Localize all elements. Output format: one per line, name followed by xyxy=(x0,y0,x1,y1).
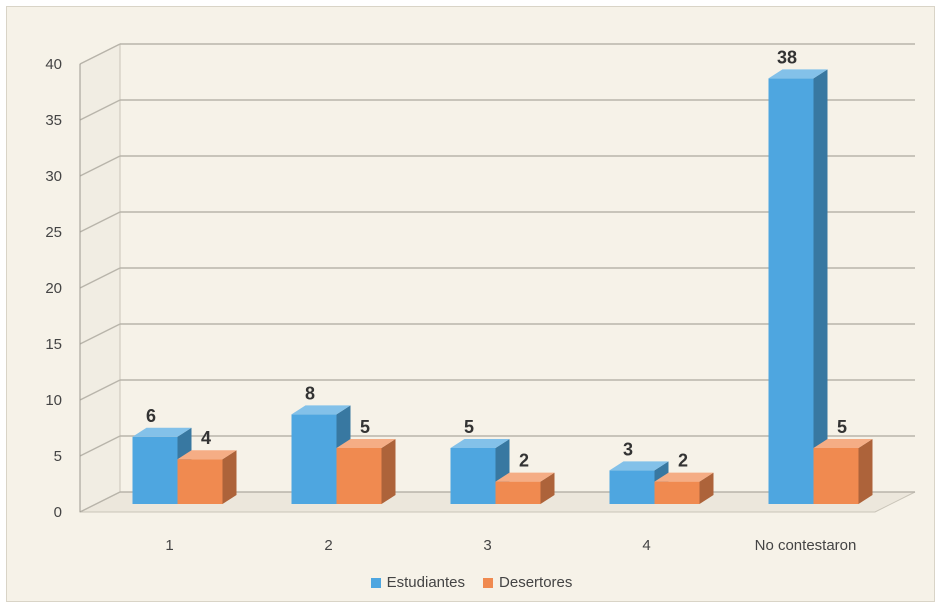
bar-top-estudiantes xyxy=(768,69,828,79)
data-label-estudiantes: 8 xyxy=(305,383,315,403)
x-tick-label: 2 xyxy=(324,537,332,554)
bar-front-desertores xyxy=(177,459,223,504)
bar-top-desertores xyxy=(813,439,873,448)
bar-top-estudiantes xyxy=(291,405,351,415)
bar-top-desertores xyxy=(336,439,396,448)
gridline-side xyxy=(79,43,121,65)
gridline-side xyxy=(79,155,121,177)
gridline-side xyxy=(79,267,121,289)
x-tick-label: 3 xyxy=(483,537,491,554)
y-tick-label: 5 xyxy=(54,448,62,465)
y-tick-label: 10 xyxy=(45,392,62,409)
bar-side-desertores xyxy=(540,472,555,504)
bar-front-desertores xyxy=(654,481,700,504)
legend-label-desertores: Desertores xyxy=(499,574,573,591)
data-label-desertores: 5 xyxy=(837,417,847,437)
bar-front-estudiantes xyxy=(768,78,814,505)
x-tick-label: 1 xyxy=(165,537,173,554)
gridline-side xyxy=(79,435,121,457)
bar-front-estudiantes xyxy=(291,414,337,504)
data-label-estudiantes: 6 xyxy=(146,406,156,426)
bar-front-desertores xyxy=(813,448,859,504)
y-tick-label: 30 xyxy=(45,168,62,185)
legend-item-desertores: Desertores xyxy=(483,574,572,591)
bar-top-estudiantes xyxy=(609,461,669,471)
y-tick-label: 20 xyxy=(45,280,62,297)
bar-front-desertores xyxy=(495,481,541,504)
x-tick-label: 4 xyxy=(642,537,650,554)
legend-item-estudiantes: Estudiantes xyxy=(370,574,466,591)
legend-swatch-desertores xyxy=(483,577,494,588)
y-tick-label: 40 xyxy=(45,56,62,73)
bar-top-estudiantes xyxy=(450,439,510,448)
data-label-desertores: 4 xyxy=(201,428,211,448)
data-label-desertores: 5 xyxy=(360,417,370,437)
bar-top-desertores xyxy=(495,472,555,482)
bar-front-estudiantes xyxy=(132,436,178,504)
data-label-desertores: 2 xyxy=(678,451,688,471)
data-label-estudiantes: 38 xyxy=(777,47,797,67)
gridline-side xyxy=(79,379,121,401)
y-tick-label: 35 xyxy=(45,112,62,129)
bar-top-estudiantes xyxy=(132,427,192,437)
bar-side-desertores xyxy=(381,439,396,504)
legend-label-estudiantes: Estudiantes xyxy=(386,574,466,591)
legend: Estudiantes Desertores xyxy=(0,574,943,591)
data-label-estudiantes: 3 xyxy=(623,439,633,459)
y-tick-label: 15 xyxy=(45,336,62,353)
gridline-side xyxy=(79,491,121,513)
bar-side-desertores xyxy=(858,439,873,504)
bar-front-desertores xyxy=(336,448,382,504)
bar-side-estudiantes xyxy=(813,69,828,505)
gridline-side xyxy=(79,323,121,345)
gridline-side xyxy=(79,211,121,233)
y-tick-label: 0 xyxy=(54,504,62,521)
bar-front-estudiantes xyxy=(609,470,655,504)
bar-side-desertores xyxy=(222,450,237,504)
gridline-side xyxy=(79,99,121,121)
bar-side-desertores xyxy=(699,472,714,504)
x-tick-label: No contestaron xyxy=(755,537,857,554)
bar-top-desertores xyxy=(177,450,237,460)
y-tick-label: 25 xyxy=(45,224,62,241)
legend-swatch-estudiantes xyxy=(370,577,381,588)
bar-front-estudiantes xyxy=(450,448,496,504)
data-label-estudiantes: 5 xyxy=(464,417,474,437)
data-label-desertores: 2 xyxy=(519,451,529,471)
bar-top-desertores xyxy=(654,472,714,482)
